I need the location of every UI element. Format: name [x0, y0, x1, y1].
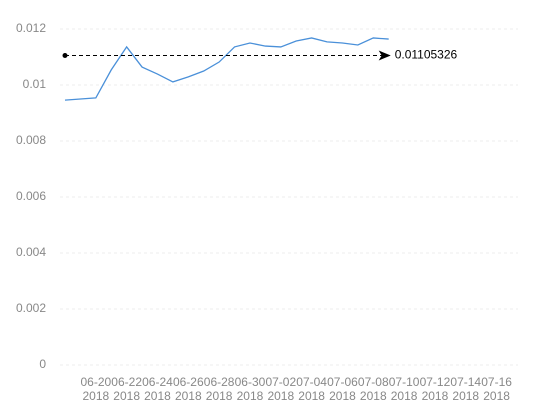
mean-label: 0.01105326: [395, 48, 458, 62]
x-tick-label: 06-24: [142, 375, 173, 389]
y-tick-label: 0.008: [16, 133, 46, 147]
x-tick-label: 2018: [144, 389, 171, 403]
x-tick-label: 2018: [175, 389, 202, 403]
y-tick-label: 0.006: [16, 189, 46, 203]
x-tick-label: 07-06: [327, 375, 358, 389]
x-tick-label: 2018: [206, 389, 233, 403]
x-tick-label: 2018: [298, 389, 325, 403]
x-tick-label: 2018: [82, 389, 109, 403]
y-tick-label: 0.002: [16, 301, 46, 315]
x-tick-label: 2018: [422, 389, 449, 403]
y-tick-label: 0.004: [16, 245, 46, 259]
y-tick-label: 0: [39, 357, 46, 371]
x-tick-label: 06-28: [204, 375, 235, 389]
series-line: [64, 37, 389, 101]
x-tick-label: 07-02: [265, 375, 296, 389]
x-tick-label: 2018: [452, 389, 479, 403]
x-tick-label: 07-16: [481, 375, 512, 389]
x-tick-label: 2018: [237, 389, 264, 403]
x-tick-label: 07-10: [389, 375, 420, 389]
x-tick-label: 06-22: [111, 375, 142, 389]
y-tick-label: 0.012: [16, 21, 46, 35]
x-tick-label: 07-12: [420, 375, 451, 389]
y-tick-label: 0.01: [23, 77, 47, 91]
mean-line-start: [62, 53, 68, 59]
x-tick-label: 2018: [360, 389, 387, 403]
x-tick-label: 2018: [113, 389, 140, 403]
x-tick-label: 07-08: [358, 375, 389, 389]
x-tick-label: 07-14: [450, 375, 481, 389]
x-tick-label: 2018: [391, 389, 418, 403]
x-tick-label: 2018: [483, 389, 510, 403]
x-tick-label: 06-20: [80, 375, 111, 389]
x-tick-label: 06-30: [235, 375, 266, 389]
x-tick-label: 07-04: [296, 375, 327, 389]
x-tick-label: 2018: [267, 389, 294, 403]
x-tick-label: 06-26: [173, 375, 204, 389]
x-tick-label: 2018: [329, 389, 356, 403]
